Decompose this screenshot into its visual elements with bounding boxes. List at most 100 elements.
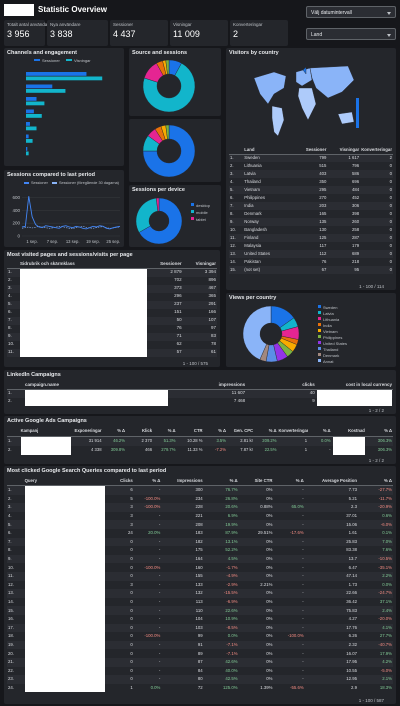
column-header	[7, 260, 19, 268]
table-row: 1. Sweden 799 1 617 2	[229, 154, 393, 162]
table-cell: 3.	[230, 170, 234, 176]
table-row: 17. 0 - 103 -8.5% 0% - 17.76 4.1%	[7, 623, 393, 633]
table-cell: 0	[389, 242, 392, 248]
table-row: 20. 0 - 89 -7.1% 0% - 16.07 17.9%	[7, 649, 393, 658]
table-cell: 0%	[266, 547, 273, 553]
table-cell: 80	[197, 676, 203, 682]
filter-label: Land	[311, 32, 323, 38]
table-cell: 291	[208, 301, 216, 307]
table-cell: 309.8%	[110, 446, 125, 452]
table-cell: 0%	[266, 487, 273, 493]
table-row: 23. 0 - 80 42.5% 0% - 12.95 2.1%	[7, 675, 393, 684]
table-cell: 52.2%	[225, 547, 238, 553]
table-cell: 31 914	[88, 437, 102, 443]
table-cell: 484	[352, 186, 360, 192]
table-cell: 166	[208, 309, 216, 315]
table-cell: -100.0%	[144, 504, 161, 510]
table-cell: 2.32	[348, 641, 357, 647]
kpi-label: Visningar	[173, 22, 192, 27]
table-cell: 5.	[230, 186, 234, 192]
filter-dropdown[interactable]: Välj datumintervall	[306, 6, 396, 18]
source-panel: Source and sessions	[129, 48, 221, 116]
table-cell: -	[158, 581, 161, 587]
table-cell: 23.	[8, 676, 14, 682]
table-cell: 300	[195, 487, 203, 493]
redacted-cell	[24, 675, 107, 684]
redacted-cell	[24, 572, 107, 581]
table-cell: 75.83	[346, 607, 357, 613]
table-cell: 0	[389, 226, 392, 232]
table-cell: (not set)	[244, 266, 260, 272]
pager: 1 - 2 / 2	[368, 458, 384, 463]
column-header	[229, 146, 243, 154]
redacted-cell	[24, 554, 107, 564]
redaction	[24, 511, 106, 521]
filter-dropdown[interactable]: Land	[306, 28, 396, 40]
table-cell: 0	[130, 538, 133, 544]
table-cell: 130	[319, 226, 327, 232]
table-cell: 2.1%	[382, 676, 392, 682]
table-cell: 78	[210, 341, 216, 347]
column-header: % Δ	[384, 477, 392, 483]
map-region	[295, 67, 313, 87]
redacted-cell	[332, 436, 366, 446]
table-cell: 67	[321, 266, 327, 272]
kpi-value: 3 956	[7, 29, 30, 39]
table-cell: 42.5%	[225, 676, 238, 682]
table-row: 14. Pakistan 76 218 0	[229, 258, 393, 266]
table-cell: 0	[389, 250, 392, 256]
redaction	[24, 675, 106, 684]
table-cell: 373	[174, 285, 182, 291]
table-cell: 0	[389, 194, 392, 200]
kpi-label: Konverteringar	[233, 22, 263, 27]
table-cell: 4.	[230, 178, 234, 184]
redacted-cell	[24, 657, 107, 667]
kpi-card: Visningar 11 009	[170, 20, 228, 46]
table-cell: 8.	[230, 210, 234, 216]
bar	[26, 72, 87, 76]
table-cell: 0%	[266, 573, 273, 579]
redacted-cell	[19, 308, 148, 317]
column-header: Klick	[142, 428, 153, 434]
table-cell: 4.	[8, 293, 12, 299]
table-cell: -	[302, 581, 304, 587]
table-cell: 40.0%	[225, 667, 238, 673]
table-cell: -	[158, 659, 161, 665]
map-scale	[356, 98, 359, 128]
redacted-cell	[24, 389, 169, 398]
table-cell: Malaysia	[244, 242, 262, 248]
table-cell: 0	[389, 266, 392, 272]
redaction	[20, 332, 148, 341]
panel-title: Channels and engagement	[7, 50, 77, 56]
table-cell: 0	[389, 162, 392, 168]
bar	[26, 101, 45, 106]
map-region	[309, 65, 355, 99]
chart	[26, 72, 103, 156]
redacted-cell	[24, 397, 169, 406]
table-cell: -11.7%	[378, 495, 392, 501]
map-region	[302, 66, 307, 75]
table-cell: Latvia	[244, 170, 256, 176]
header-row: Kampanj Exponeringar % Δ Klick % Δ CTR % Δ Gen.…	[7, 427, 393, 436]
redaction	[20, 348, 148, 357]
redacted-cell	[24, 520, 107, 530]
table-cell: 2.3	[351, 504, 357, 510]
table-cell: 50	[176, 317, 182, 323]
redacted-cell	[24, 494, 107, 504]
redaction	[24, 563, 106, 573]
table-cell: 6	[130, 487, 133, 493]
table-row: 1. 6 - 300 76.7% 0% - 7.73 -27.7%	[7, 485, 393, 495]
table-cell: 1.39%	[260, 684, 273, 690]
column-header: Land	[244, 146, 255, 152]
table-cell: -100.0%	[144, 564, 161, 570]
table-cell: -20.9%	[378, 504, 392, 510]
kpi-value: 3 838	[50, 29, 73, 39]
table-cell: 0	[130, 667, 133, 673]
column-header: Site CTR	[254, 477, 273, 483]
table-cell: -	[302, 616, 304, 622]
redacted-cell	[24, 597, 107, 607]
column-header: Average Position	[322, 477, 357, 483]
table-cell: 234	[195, 495, 203, 501]
redacted-cell	[24, 615, 107, 624]
redacted-cell	[19, 340, 148, 349]
